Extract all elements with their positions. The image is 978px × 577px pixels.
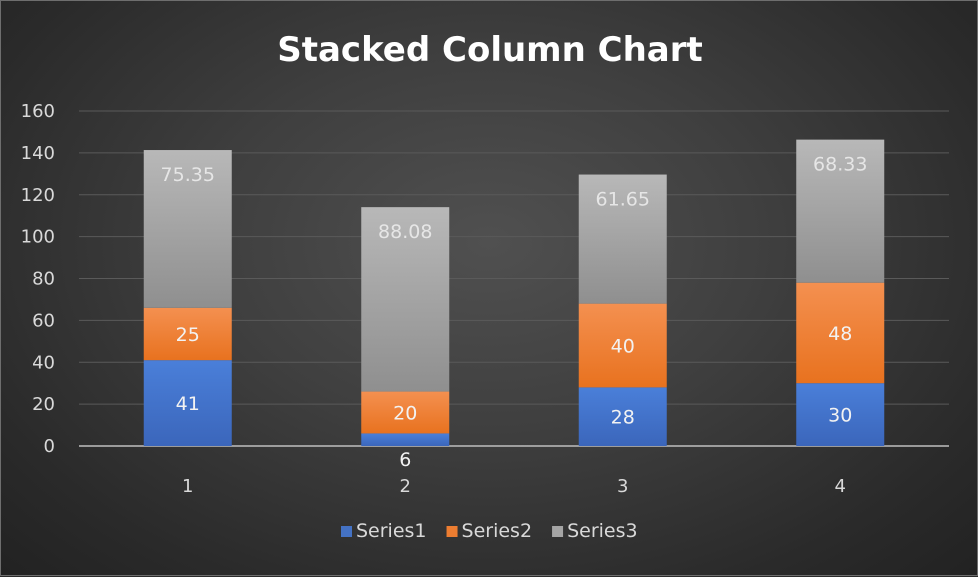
data-label: 48 — [828, 323, 852, 345]
bar-segment-series3-cat-4 — [796, 139, 885, 283]
data-label: 41 — [176, 393, 200, 415]
data-label: 61.65 — [596, 189, 650, 211]
x-tick-label: 3 — [617, 476, 628, 497]
data-label: 75.35 — [161, 164, 215, 186]
data-label: 25 — [176, 324, 200, 346]
bar-segment-series1-cat-3 — [578, 387, 667, 446]
data-label: 30 — [828, 405, 852, 427]
legend-label: Series3 — [567, 520, 638, 542]
legend: Series1 Series2 Series3 — [341, 520, 638, 542]
data-label: 20 — [393, 403, 417, 425]
legend-swatch-series1 — [341, 526, 352, 537]
y-tick-label: 20 — [32, 394, 55, 415]
data-labels: 41 25 75.35 6 20 88.08 28 40 61.65 30 48 68.33 — [161, 154, 868, 471]
y-tick-label: 160 — [21, 101, 55, 122]
bar-segment-series2-cat-3 — [578, 303, 667, 388]
y-tick-label: 0 — [44, 436, 55, 457]
data-label: 68.33 — [813, 154, 867, 176]
data-label: 88.08 — [378, 221, 432, 243]
y-tick-label: 140 — [21, 143, 55, 164]
y-tick-label: 40 — [32, 352, 55, 373]
bar-segment-series1-cat-4 — [796, 383, 885, 446]
x-tick-label: 4 — [835, 476, 846, 497]
bar-segment-series1-cat-1 — [143, 360, 232, 446]
bar-segment-series2-cat-2 — [361, 391, 450, 434]
legend-label: Series1 — [356, 520, 427, 542]
bar-segment-series3-cat-2 — [361, 207, 450, 392]
x-tick-label: 1 — [182, 476, 193, 497]
legend-swatch-series3 — [552, 526, 564, 537]
y-tick-label: 60 — [32, 310, 55, 331]
data-label: 28 — [611, 407, 635, 429]
bar-segment-series3-cat-3 — [578, 174, 667, 304]
legend-swatch-series2 — [446, 526, 458, 537]
bars — [143, 139, 885, 446]
y-tick-label: 80 — [32, 269, 55, 290]
data-label: 40 — [611, 336, 635, 358]
y-tick-label: 120 — [21, 185, 55, 206]
y-tick-label: 100 — [21, 227, 55, 248]
x-tick-label: 2 — [400, 476, 411, 497]
legend-label: Series2 — [462, 520, 533, 542]
bar-segment-series2-cat-4 — [796, 282, 885, 384]
bar-segment-series1-cat-2 — [361, 433, 450, 446]
bar-segment-series2-cat-1 — [143, 307, 232, 361]
chart-title: Stacked Column Chart — [277, 30, 703, 70]
data-label: 6 — [399, 449, 411, 471]
bar-segment-series3-cat-1 — [143, 150, 232, 308]
